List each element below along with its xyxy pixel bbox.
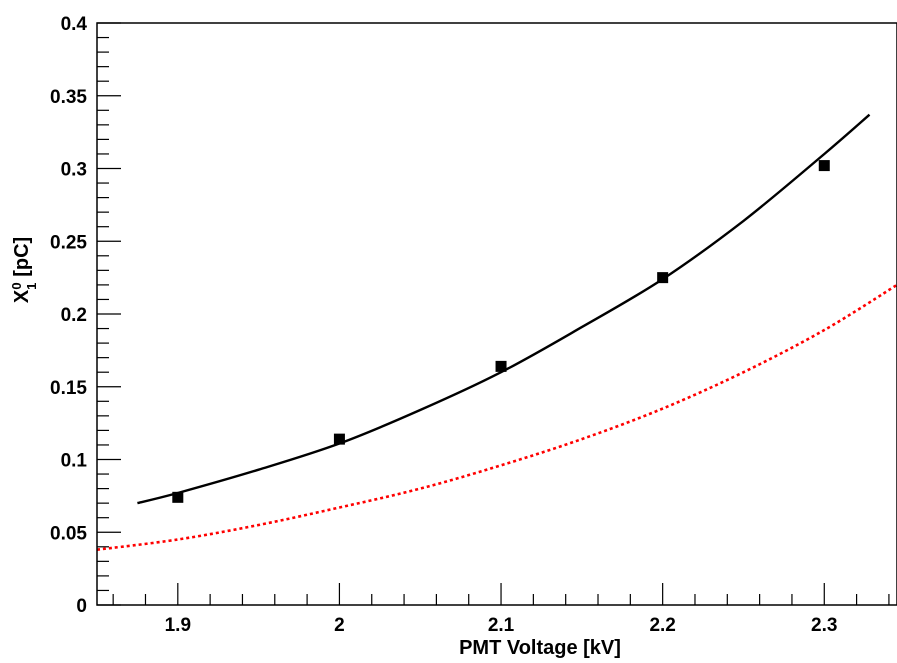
data-point [333, 433, 345, 445]
y-axis-title-unit: [pC] [11, 237, 33, 283]
y-tick-label: 0.25 [50, 232, 87, 253]
axis-ticks [97, 22, 890, 606]
y-tick-label: 0.15 [50, 378, 87, 399]
y-tick-label: 0.4 [61, 14, 88, 35]
y-tick-label: 0 [76, 596, 87, 617]
y-axis-title-superscript: 0 [9, 282, 24, 289]
data-point [172, 491, 184, 503]
data-point [495, 360, 507, 372]
x-axis-title: PMT Voltage [kV] [459, 637, 621, 659]
plot-series [96, 113, 897, 551]
dotted-curve [96, 283, 897, 551]
y-axis-title-subscript: 1 [24, 283, 39, 290]
x-tick-label: 1.9 [165, 615, 191, 636]
x-tick-label: 2.2 [649, 615, 675, 636]
y-axis-title: X10 [pC] [9, 237, 39, 303]
y-tick-label: 0.2 [61, 305, 87, 326]
tick-labels: 0 0.05 0.1 0.15 0.2 0.25 0.3 0.35 0.4 1.9 2 2.1 2.2 2… [50, 14, 837, 636]
data-point [818, 160, 830, 172]
x-tick-label: 2.3 [811, 615, 837, 636]
y-tick-label: 0.05 [50, 523, 87, 544]
x-tick-label: 2.1 [488, 615, 515, 636]
y-tick-label: 0.3 [61, 160, 87, 181]
y-tick-label: 0.35 [50, 87, 87, 108]
x-tick-label: 2 [334, 615, 345, 636]
data-point [657, 272, 669, 284]
fit-curve [137, 113, 871, 505]
y-axis-title-base: X [11, 289, 33, 303]
plot-frame [96, 22, 897, 606]
y-tick-label: 0.1 [61, 451, 88, 472]
